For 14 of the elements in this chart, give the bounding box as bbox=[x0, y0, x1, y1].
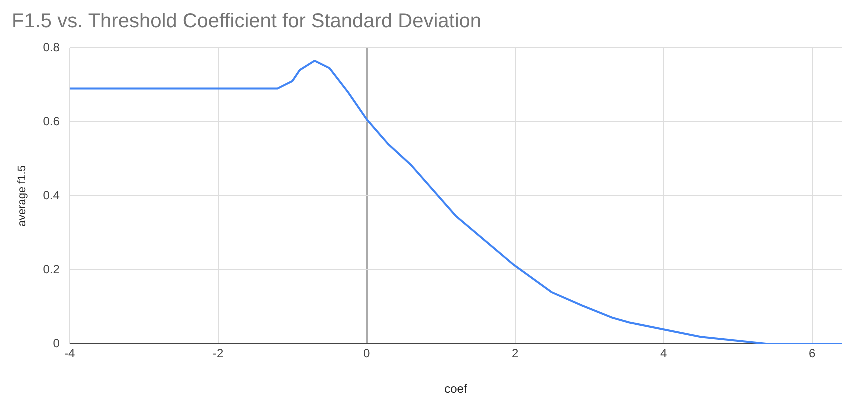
y-tick-label: 0.4 bbox=[43, 188, 60, 202]
x-axis-title: coef bbox=[444, 382, 468, 396]
chart-title: F1.5 vs. Threshold Coefficient for Standard Deviation bbox=[12, 10, 482, 33]
y-tick-label: 0.2 bbox=[43, 262, 60, 276]
y-tick-label: 0.8 bbox=[43, 40, 60, 54]
x-tick-label: 0 bbox=[364, 346, 371, 361]
y-axis-title: average f1.5 bbox=[16, 166, 29, 227]
x-tick-label: -4 bbox=[64, 346, 76, 361]
y-tick-label: 0.6 bbox=[43, 114, 60, 128]
x-tick-label: 6 bbox=[808, 346, 816, 361]
x-tick-label: 2 bbox=[512, 346, 519, 361]
x-tick-label: -2 bbox=[213, 346, 224, 361]
y-tick-label: 0 bbox=[53, 336, 60, 351]
x-tick-label: 4 bbox=[660, 346, 668, 361]
